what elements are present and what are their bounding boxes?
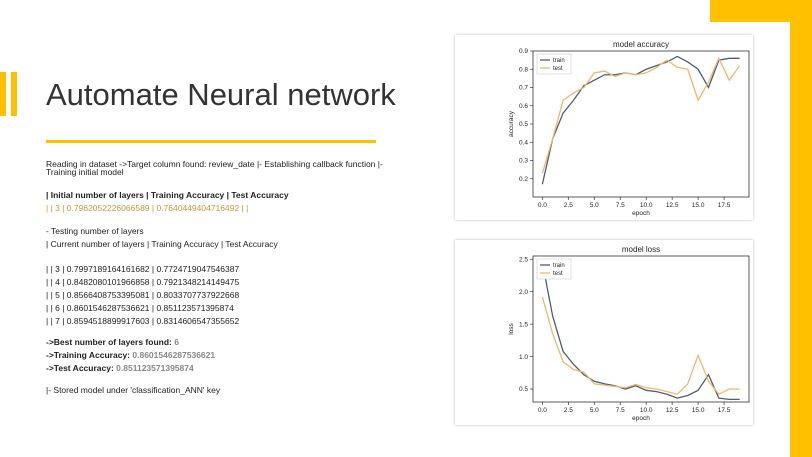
slide-title: Automate Neural network bbox=[46, 77, 396, 112]
test-accuracy-label: ->Test Accuracy: bbox=[46, 363, 114, 373]
test-accuracy-value: 0.851123571395874 bbox=[116, 363, 194, 373]
legend-label: test bbox=[553, 66, 563, 72]
y-tick-label: 0.7 bbox=[519, 85, 528, 92]
intro-text: Reading in dataset ->Target column found… bbox=[46, 159, 383, 169]
result-row: | | 3 | 0.7997189164161682 | 0.772471904… bbox=[46, 264, 240, 274]
y-tick-label: 0.6 bbox=[519, 103, 528, 110]
loss-chart-panel: model loss 0.0 2.5 5.0 7.5 10.0 12.5 15.0 17.5 0.… bbox=[455, 240, 753, 425]
x-tick-label: 0.0 bbox=[538, 407, 547, 414]
legend-label: train bbox=[553, 58, 565, 64]
legend-label: test bbox=[553, 271, 563, 277]
result-row: | | 6 | 0.8601546287536621 | 0.851123571… bbox=[46, 303, 234, 313]
initial-result-row: | | 3 | 0.7962052226066589 | 0.764044940… bbox=[46, 203, 249, 213]
accent-block-top bbox=[710, 0, 812, 22]
x-tick-label: 17.5 bbox=[718, 407, 731, 414]
intro-text-2: Training initial model bbox=[46, 167, 124, 177]
x-tick-label: 7.5 bbox=[616, 407, 625, 414]
legend: train test bbox=[536, 258, 572, 280]
y-tick-label: 2.0 bbox=[519, 289, 528, 296]
y-tick-label: 0.4 bbox=[519, 139, 528, 146]
x-tick-label: 15.0 bbox=[692, 407, 705, 414]
accent-bar-right bbox=[790, 0, 812, 457]
plot-area bbox=[532, 255, 750, 403]
x-tick-label: 5.0 bbox=[590, 407, 599, 414]
legend-box bbox=[536, 258, 572, 280]
train-accuracy-label: ->Training Accuracy: bbox=[46, 350, 131, 360]
y-tick-label: 1.0 bbox=[519, 354, 528, 361]
y-axis-label: accuracy bbox=[508, 110, 515, 137]
y-tick-label: 0.9 bbox=[519, 48, 528, 55]
x-tick-label: 0.0 bbox=[538, 202, 547, 209]
y-tick-label: 0.2 bbox=[519, 176, 528, 183]
y-tick-label: 0.5 bbox=[519, 121, 528, 128]
x-tick-label: 2.5 bbox=[564, 407, 573, 414]
x-tick-label: 10.0 bbox=[640, 407, 653, 414]
y-axis-label: loss bbox=[508, 322, 515, 334]
x-tick-label: 12.5 bbox=[666, 407, 679, 414]
y-tick-label: 0.3 bbox=[519, 158, 528, 165]
legend: train test bbox=[536, 53, 572, 75]
y-tick-label: 0.8 bbox=[519, 66, 528, 73]
result-row: | | 5 | 0.8566408753395081 | 0.803370773… bbox=[46, 290, 240, 300]
train-accuracy-value: 0.8601546287536621 bbox=[132, 350, 216, 360]
stored-model-text: |- Stored model under 'classification_AN… bbox=[46, 385, 221, 395]
chart-title: model loss bbox=[622, 245, 660, 254]
x-tick-label: 2.5 bbox=[564, 202, 573, 209]
best-layers-label: ->Best number of layers found: bbox=[46, 337, 172, 347]
x-tick-label: 12.5 bbox=[666, 202, 679, 209]
x-axis-label: epoch bbox=[632, 415, 650, 422]
x-tick-label: 10.0 bbox=[640, 202, 653, 209]
testing-header-row: | Current number of layers | Training Ac… bbox=[46, 239, 278, 249]
y-tick-label: 2.5 bbox=[519, 256, 528, 263]
legend-box bbox=[536, 53, 572, 75]
x-tick-label: 15.0 bbox=[692, 202, 705, 209]
x-tick-label: 7.5 bbox=[616, 202, 625, 209]
initial-header-row: | Initial number of layers | Training Ac… bbox=[46, 190, 289, 200]
loss-chart: model loss 0.0 2.5 5.0 7.5 10.0 12.5 15.0 17.5 0.… bbox=[508, 245, 750, 422]
accuracy-chart-panel: model accuracy 0.0 2.5 5.0 7.5 10.0 12.5 15.0 17… bbox=[455, 35, 753, 220]
testing-label: - Testing number of layers bbox=[46, 226, 144, 236]
result-row: | | 7 | 0.8594518899917603 | 0.831460654… bbox=[46, 316, 240, 326]
x-axis-label: epoch bbox=[632, 210, 650, 217]
best-layers-value: 6 bbox=[174, 337, 179, 347]
y-tick-label: 0.5 bbox=[519, 386, 528, 393]
title-underline bbox=[46, 140, 376, 143]
x-tick-label: 5.0 bbox=[590, 202, 599, 209]
series-line-test bbox=[541, 56, 741, 174]
chart-title: model accuracy bbox=[613, 40, 669, 49]
accuracy-chart: model accuracy 0.0 2.5 5.0 7.5 10.0 12.5 15.0 17… bbox=[508, 40, 750, 217]
legend-label: train bbox=[553, 263, 565, 269]
x-tick-label: 17.5 bbox=[718, 202, 731, 209]
y-tick-label: 1.5 bbox=[519, 321, 528, 328]
result-row: | | 4 | 0.8482080101966858 | 0.792134821… bbox=[46, 277, 240, 287]
series-line-test bbox=[541, 296, 740, 396]
